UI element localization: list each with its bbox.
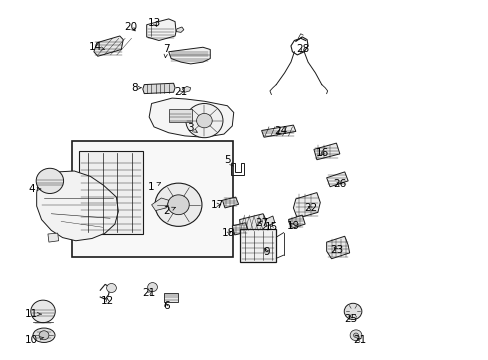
Text: 15: 15	[264, 222, 278, 232]
Polygon shape	[149, 98, 233, 137]
Circle shape	[196, 113, 212, 128]
Bar	[72, 141, 232, 257]
Circle shape	[39, 331, 49, 340]
Text: 9: 9	[263, 247, 269, 257]
Text: 3: 3	[187, 123, 197, 133]
Polygon shape	[94, 36, 123, 56]
Text: 22: 22	[303, 203, 317, 213]
Text: 8: 8	[131, 83, 141, 93]
Polygon shape	[239, 214, 267, 232]
Polygon shape	[232, 223, 248, 235]
Polygon shape	[142, 83, 175, 94]
Text: 20: 20	[124, 22, 137, 32]
Bar	[79, 151, 142, 234]
Bar	[239, 230, 276, 262]
Polygon shape	[168, 47, 210, 64]
Text: 21: 21	[352, 335, 366, 345]
Circle shape	[147, 283, 157, 292]
Circle shape	[353, 333, 358, 338]
Text: 21: 21	[174, 87, 187, 97]
Text: 27: 27	[254, 218, 268, 228]
Ellipse shape	[33, 328, 55, 342]
Circle shape	[167, 195, 189, 215]
Polygon shape	[151, 198, 168, 211]
Bar	[168, 109, 192, 122]
Text: 5: 5	[224, 155, 233, 166]
Circle shape	[155, 183, 202, 226]
Circle shape	[36, 168, 63, 193]
Polygon shape	[182, 86, 190, 92]
Polygon shape	[293, 193, 320, 218]
Text: 28: 28	[296, 45, 309, 54]
Text: 24: 24	[274, 126, 287, 136]
Polygon shape	[48, 233, 59, 242]
Circle shape	[185, 103, 223, 138]
Circle shape	[349, 330, 361, 341]
Text: 12: 12	[101, 297, 114, 306]
Text: 6: 6	[163, 301, 169, 311]
Polygon shape	[176, 27, 183, 32]
Circle shape	[106, 284, 116, 292]
Text: 23: 23	[329, 245, 343, 255]
Text: 16: 16	[315, 148, 329, 158]
Circle shape	[31, 300, 55, 323]
Circle shape	[344, 303, 361, 320]
Polygon shape	[222, 197, 238, 208]
Text: 7: 7	[163, 45, 169, 58]
Text: 11: 11	[25, 309, 41, 319]
Polygon shape	[326, 172, 347, 187]
Text: 14: 14	[88, 42, 104, 52]
Text: 17: 17	[210, 200, 224, 210]
Polygon shape	[261, 125, 295, 137]
Text: 10: 10	[25, 335, 44, 345]
Text: 25: 25	[344, 315, 357, 324]
Polygon shape	[326, 236, 349, 259]
Polygon shape	[313, 143, 339, 160]
Polygon shape	[264, 216, 274, 226]
Text: 4: 4	[28, 184, 41, 194]
Bar	[163, 293, 178, 301]
Text: 13: 13	[147, 18, 161, 27]
Text: 1: 1	[148, 182, 161, 192]
Polygon shape	[37, 171, 118, 241]
Polygon shape	[288, 215, 305, 229]
Text: 19: 19	[286, 221, 300, 231]
Text: 2: 2	[163, 207, 175, 216]
Text: 21: 21	[142, 288, 156, 298]
Text: 26: 26	[332, 180, 346, 189]
Text: 18: 18	[222, 228, 235, 238]
Polygon shape	[146, 19, 176, 40]
